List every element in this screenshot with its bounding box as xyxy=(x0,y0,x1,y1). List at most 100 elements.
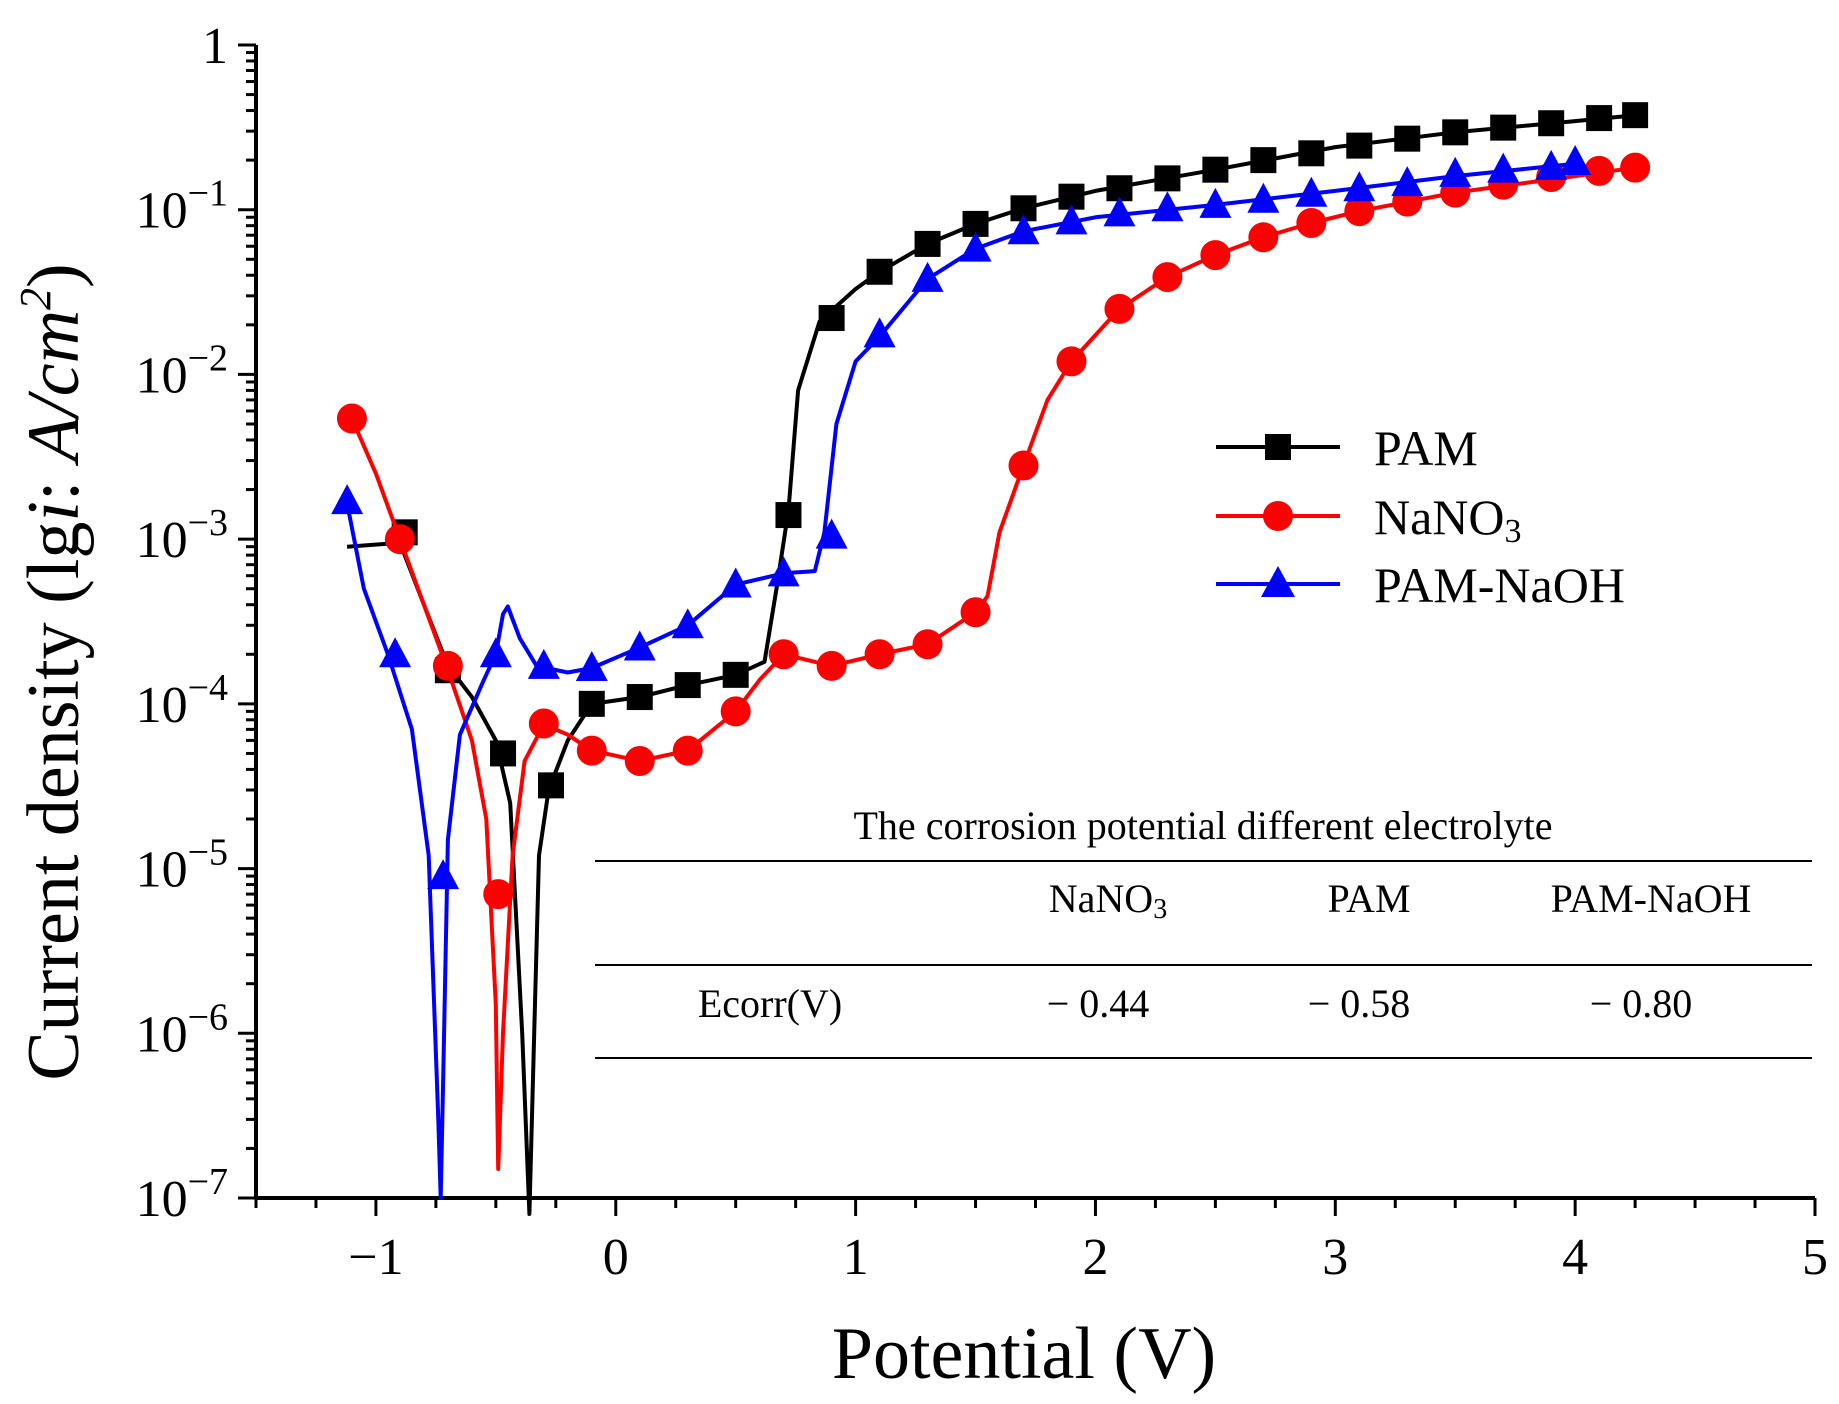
y-axis-title-unit: A/cm xyxy=(13,310,95,467)
inset-table-title: The corrosion potential different electr… xyxy=(854,803,1553,848)
inset-table-value-nano3: − 0.44 xyxy=(1047,981,1150,1026)
y-tick-base: 10 xyxy=(136,183,188,240)
y-tick-base: 1 xyxy=(202,18,228,75)
data-point-nano3 xyxy=(672,735,703,766)
data-point-pam-naoh xyxy=(1391,166,1424,197)
y-tick-label: 10−5 xyxy=(136,832,228,899)
data-point-pam xyxy=(722,661,749,688)
data-point-pam xyxy=(775,502,802,529)
y-tick-exponent: −2 xyxy=(188,337,228,379)
data-point-pam-naoh xyxy=(1295,176,1328,207)
data-point-pam xyxy=(1154,165,1181,192)
data-point-pam-naoh xyxy=(671,608,704,639)
inset-table: The corrosion potential different electr… xyxy=(595,803,1812,1059)
data-point-pam-naoh xyxy=(623,630,656,661)
data-point-pam-naoh xyxy=(1007,214,1040,245)
data-point-pam xyxy=(914,230,941,257)
y-axis-title-i: i xyxy=(13,501,95,522)
y-tick-exponent: −5 xyxy=(188,832,228,874)
x-axis-title: Potential (V) xyxy=(832,1313,1216,1395)
data-point-pam-naoh xyxy=(575,651,608,682)
y-axis-title-prefix: Current density (lg xyxy=(13,522,95,1081)
data-point-pam-naoh xyxy=(959,231,992,262)
series-layer xyxy=(331,102,1651,1216)
data-point-pam-naoh xyxy=(767,556,800,587)
y-tick-base: 10 xyxy=(136,842,188,899)
data-point-nano3 xyxy=(720,696,751,727)
data-point-nano3 xyxy=(1200,240,1231,271)
data-point-pam-naoh xyxy=(1487,152,1520,183)
data-point-nano3 xyxy=(624,745,655,776)
data-point-nano3 xyxy=(912,629,943,660)
inset-table-value-pam-naoh: − 0.80 xyxy=(1590,981,1693,1026)
data-point-pam xyxy=(674,672,701,699)
legend-marker-pam xyxy=(1265,434,1291,460)
data-point-pam-naoh xyxy=(719,567,752,598)
y-tick-exponent: −1 xyxy=(188,173,228,215)
y-tick-label: 10−7 xyxy=(136,1161,228,1228)
inset-table-col-nano3-sub: 3 xyxy=(1153,894,1167,925)
legend-label-pam: PAM xyxy=(1374,420,1478,476)
inset-table-col-nano3: NaNO3 xyxy=(1049,876,1167,925)
data-point-pam xyxy=(490,740,517,767)
data-point-pam-naoh xyxy=(479,637,512,668)
y-tick-label: 1 xyxy=(202,18,228,75)
data-point-pam-naoh xyxy=(863,317,896,348)
data-point-pam-naoh xyxy=(427,859,460,890)
data-point-pam-naoh xyxy=(1151,191,1184,222)
data-point-nano3 xyxy=(1248,222,1279,253)
data-point-pam xyxy=(1490,114,1517,141)
data-point-pam-naoh xyxy=(331,484,364,515)
y-tick-base: 10 xyxy=(136,512,188,569)
data-point-pam xyxy=(1202,156,1229,183)
x-tick-label: 5 xyxy=(1802,1229,1828,1286)
data-point-pam-naoh xyxy=(1559,144,1592,175)
y-tick-label: 10−3 xyxy=(136,502,228,569)
data-point-pam xyxy=(1394,125,1421,152)
data-point-pam xyxy=(578,690,605,717)
x-tick-label: 2 xyxy=(1082,1229,1108,1286)
data-point-pam xyxy=(1538,110,1565,137)
y-tick-exponent: −3 xyxy=(188,502,228,544)
inset-table-row-label: Ecorr(V) xyxy=(698,981,842,1026)
data-point-nano3 xyxy=(1344,196,1375,227)
data-point-pam-naoh xyxy=(1103,196,1136,227)
y-tick-exponent: −6 xyxy=(188,996,228,1038)
data-point-nano3 xyxy=(336,403,367,434)
legend-label-pam-naoh: PAM-NaOH xyxy=(1374,557,1625,613)
y-tick-label: 10−6 xyxy=(136,996,228,1063)
legend-item-nano3: NaNO3 xyxy=(1216,489,1522,550)
data-point-pam xyxy=(538,772,565,799)
legend-label-nano3-sub: 3 xyxy=(1505,513,1522,550)
y-tick-base: 10 xyxy=(136,347,188,404)
inset-table-value-pam: − 0.58 xyxy=(1308,981,1411,1026)
data-point-nano3 xyxy=(1152,262,1183,293)
data-point-pam-naoh xyxy=(1055,204,1088,235)
data-point-nano3 xyxy=(960,597,991,628)
data-point-nano3 xyxy=(816,650,847,681)
y-tick-base: 10 xyxy=(136,1171,188,1228)
y-axis-title: Current density (lgi: A/cm2) xyxy=(11,263,95,1080)
legend-marker-pam-naoh xyxy=(1261,566,1295,597)
data-point-pam-naoh xyxy=(1535,149,1568,180)
series-pam-naoh xyxy=(331,144,1592,1200)
data-point-pam-naoh xyxy=(527,648,560,679)
data-point-pam xyxy=(1298,140,1325,167)
legend-item-pam: PAM xyxy=(1216,420,1478,476)
legend: PAM NaNO3 PAM-NaOH xyxy=(1216,420,1625,613)
y-axis-title-close: ) xyxy=(13,263,95,288)
data-point-nano3 xyxy=(384,524,415,555)
data-point-pam-naoh xyxy=(815,518,848,549)
data-point-nano3 xyxy=(483,879,514,910)
data-point-pam-naoh xyxy=(379,637,412,668)
legend-label-nano3: NaNO3 xyxy=(1374,489,1522,550)
y-tick-exponent: −7 xyxy=(188,1161,228,1203)
data-point-pam xyxy=(1586,105,1613,132)
y-tick-exponent: −4 xyxy=(188,667,228,709)
data-point-nano3 xyxy=(528,708,559,739)
data-point-pam-naoh xyxy=(1439,156,1472,187)
data-point-pam-naoh xyxy=(1247,182,1280,213)
y-axis-title-colon: : xyxy=(13,462,95,501)
